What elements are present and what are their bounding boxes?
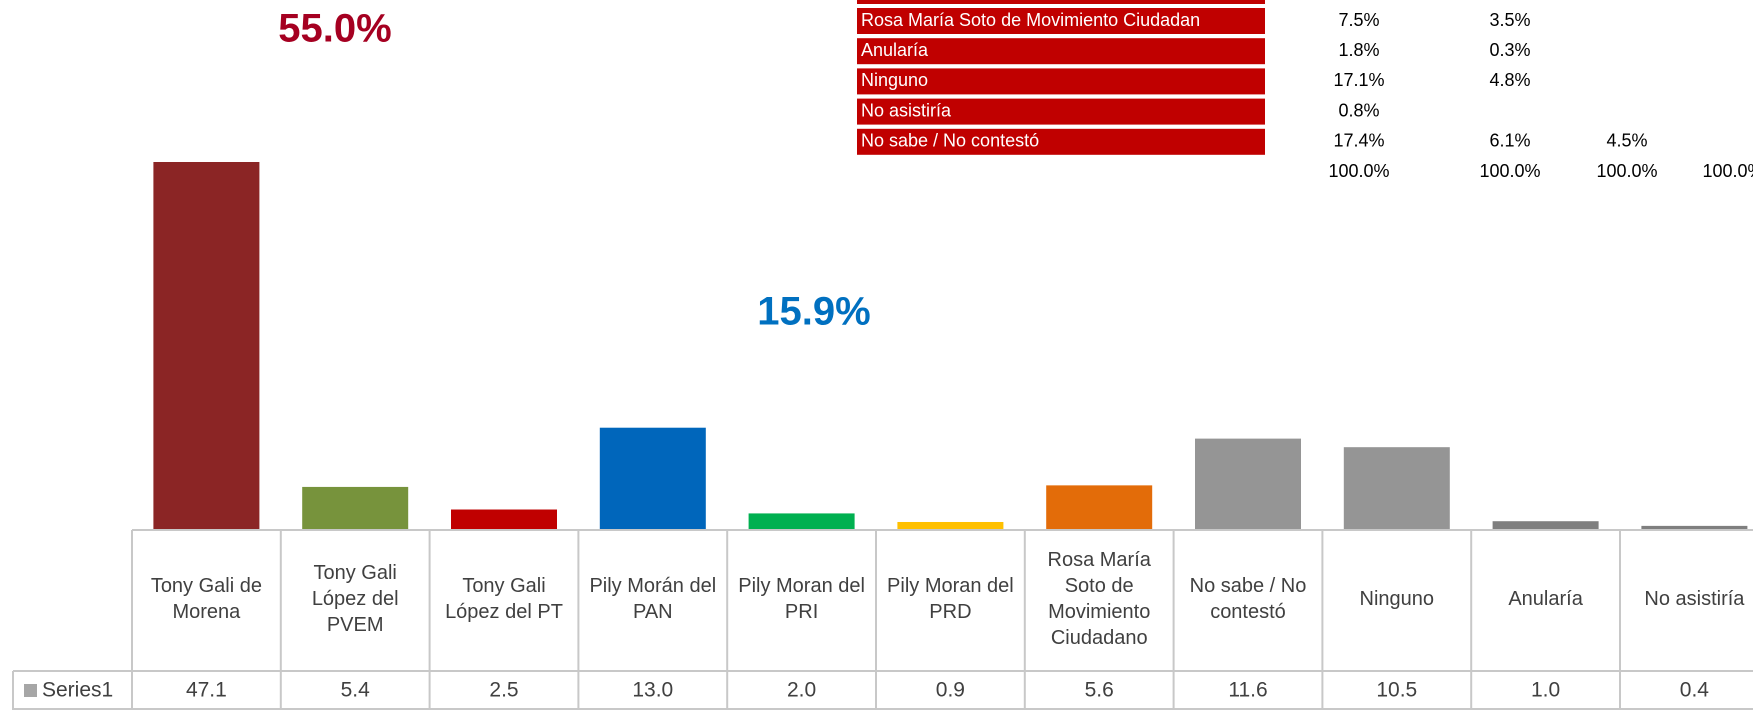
table-label-cell	[857, 128, 1265, 155]
table-cell: 0.8%	[1338, 100, 1379, 120]
x-tick-label: Tony Gali López del PT	[445, 575, 563, 623]
table-cell: 17.1%	[1333, 70, 1384, 90]
x-tick-label: Rosa María Soto de Movimiento Ciudadano	[1048, 549, 1152, 649]
table-label: Anularía	[861, 40, 929, 60]
legend-label: Series1	[42, 679, 113, 702]
value-label: 0.9	[936, 679, 965, 702]
bar	[1492, 521, 1599, 529]
table-label-cell	[857, 8, 1265, 34]
bar	[302, 486, 409, 529]
x-tick-label: Tony Gali López del PVEM	[312, 562, 399, 636]
bar	[1046, 485, 1153, 529]
table-row-cut	[857, 0, 1265, 4]
x-tick-label: No asistiría	[1644, 588, 1745, 610]
value-label: 2.0	[787, 679, 816, 702]
x-tick-label: Tony Gali de Morena	[151, 575, 262, 623]
legend-key	[24, 684, 37, 697]
value-label: 13.0	[632, 679, 673, 702]
table-label: No asistiría	[861, 100, 952, 120]
table-label-cell	[857, 98, 1265, 125]
value-label: 11.6	[1228, 679, 1267, 702]
table-label: Ninguno	[861, 70, 928, 90]
table-label: Rosa María Soto de Movimiento Ciudadan	[861, 10, 1200, 30]
table-cell: 7.5%	[1338, 10, 1379, 30]
value-label: 47.1	[186, 679, 227, 702]
bar	[748, 513, 855, 529]
table-cell: 0.3%	[1489, 40, 1530, 60]
table-cell: 1.8%	[1338, 40, 1379, 60]
table-cell: 4.5%	[1606, 131, 1647, 151]
value-label: 1.0	[1531, 679, 1560, 702]
value-label: 5.6	[1085, 679, 1114, 702]
x-tick-label: Ninguno	[1360, 588, 1435, 610]
table-total: 100.0%	[1702, 161, 1753, 181]
table-total: 100.0%	[1479, 161, 1540, 181]
bar	[451, 509, 557, 529]
annotation: 55.0%	[278, 7, 391, 51]
table-cell: 6.1%	[1489, 131, 1530, 151]
table-label-cell	[857, 68, 1265, 95]
x-tick-label: Pily Morán del PAN	[589, 575, 716, 623]
bar	[599, 427, 706, 529]
value-label: 0.4	[1680, 679, 1710, 702]
bar	[153, 162, 260, 529]
bar	[1343, 447, 1450, 529]
x-tick-label: Pily Moran del PRI	[738, 575, 865, 623]
table-cell: 4.8%	[1489, 70, 1530, 90]
bar	[1641, 525, 1748, 529]
bar	[1195, 438, 1301, 529]
table-label-cell	[857, 38, 1265, 65]
table-total: 100.0%	[1596, 161, 1657, 181]
annotation: 15.9%	[757, 290, 870, 334]
x-tick-label: Pily Moran del PRD	[887, 575, 1014, 623]
x-tick-label: No sabe / No contestó	[1190, 575, 1307, 623]
value-label: 2.5	[489, 679, 518, 702]
table-cell: 3.5%	[1489, 10, 1530, 30]
value-label: 10.5	[1376, 679, 1417, 702]
x-tick-label: Anularía	[1508, 588, 1583, 610]
bar	[897, 521, 1004, 529]
value-label: 5.4	[341, 679, 371, 702]
table-label: No sabe / No contestó	[861, 131, 1039, 151]
table-cell: 17.4%	[1333, 131, 1384, 151]
table-total: 100.0%	[1328, 161, 1389, 181]
